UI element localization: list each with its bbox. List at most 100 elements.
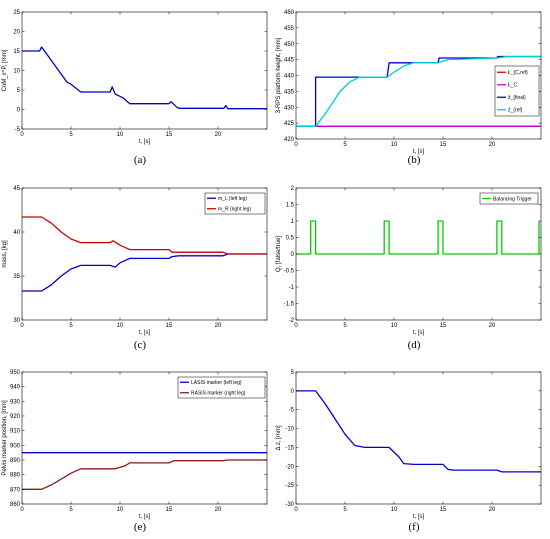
legend-d: Balancing Trigger: [479, 192, 539, 205]
y-tick-label: 900: [10, 443, 21, 449]
y-tick-label: -5: [15, 127, 21, 133]
legend-entry: RASIS marker (right leg): [191, 391, 246, 397]
x-tick-label: 15: [166, 507, 173, 513]
y-tick-label: -1: [289, 285, 295, 291]
panel-label-a: (a): [134, 154, 147, 166]
x-tick-label: 15: [440, 142, 447, 148]
legend-c: m_L (left leg) m_R (right leg): [204, 192, 266, 215]
x-axis-label: t, [s]: [139, 330, 151, 336]
legend-entry: m_R (right leg): [218, 207, 251, 213]
x-tick-label: 10: [117, 323, 124, 329]
legend-entry: m_L (left leg): [218, 196, 247, 202]
y-tick-label: 425: [284, 121, 295, 127]
x-tick-label: 5: [343, 507, 347, 513]
x-tick-label: 5: [69, 132, 73, 138]
y-tick-label: 950: [10, 370, 21, 376]
y-tick-label: 450: [284, 42, 295, 48]
y-axis-label: Q, [false/true]: [276, 236, 282, 272]
x-tick-label: 0: [20, 323, 24, 329]
y-tick-label: -1.5: [284, 302, 295, 308]
series-line-c-0: [22, 253, 267, 292]
y-tick-label: 25: [13, 10, 20, 16]
chart-panel-f: 0 5 10 15 20 -30 -25 -20 -15 -10 -5 0 5 t, [s] Δ z, [m…: [276, 370, 542, 533]
series-line-b-3: [296, 55, 541, 127]
x-tick-label: 5: [343, 142, 347, 148]
y-axis-label: mass, [kg]: [2, 240, 8, 268]
x-tick-label: 15: [166, 323, 173, 329]
plot-frame-e: [21, 371, 268, 505]
chart-panel-e: 0 5 10 15 20 860 870 880 890 900 910 920 930 940 950 t,…: [2, 370, 268, 533]
x-tick-label: 5: [69, 323, 73, 329]
y-tick-label: 890: [10, 458, 21, 464]
x-tick-label: 15: [440, 323, 447, 329]
y-tick-label: 455: [284, 26, 295, 32]
legend-box: [494, 65, 540, 117]
x-axis-label: t, [s]: [139, 139, 151, 145]
x-axis-label: t, [s]: [413, 149, 425, 155]
x-tick-label: 20: [489, 507, 496, 513]
legend-box: [479, 192, 539, 205]
y-tick-label: 445: [284, 58, 295, 64]
y-tick-label: 1.5: [286, 203, 295, 209]
y-tick-label: -2: [289, 318, 295, 324]
y-axis-label: Δ z, [mm]: [276, 425, 282, 450]
y-tick-label: -15: [285, 445, 294, 451]
y-tick-label: 1: [291, 219, 295, 225]
y-tick-label: 10: [13, 69, 20, 75]
y-tick-label: 930: [10, 399, 21, 405]
y-tick-label: 910: [10, 429, 21, 435]
legend-entry: ẑ_{final}: [508, 95, 526, 101]
y-tick-label: 15: [13, 49, 20, 55]
y-tick-label: -5: [289, 408, 295, 414]
y-tick-label: 20: [13, 30, 20, 36]
x-tick-label: 10: [391, 323, 398, 329]
y-tick-label: 5: [17, 88, 21, 94]
y-tick-label: 860: [10, 502, 21, 508]
series-line-a-0: [22, 46, 267, 110]
legend-box: [204, 192, 266, 215]
x-tick-label: 20: [215, 323, 222, 329]
y-tick-label: 440: [284, 74, 295, 80]
legend-e: LASIS marker (left leg) RASIS marker (rig…: [177, 376, 266, 399]
x-tick-label: 0: [294, 323, 298, 329]
y-tick-label: -25: [285, 483, 294, 489]
x-tick-label: 5: [343, 323, 347, 329]
y-tick-label: 45: [13, 186, 20, 192]
series-line-f-0: [296, 390, 541, 473]
chart-panel-d: 0 5 10 15 20 -2 -1.5 -1 -0.5 0 0.5 1 1.5 2 t, [s] Q, [f…: [276, 186, 542, 351]
x-tick-label: 10: [117, 507, 124, 513]
legend-box: [177, 376, 266, 399]
x-tick-label: 10: [391, 507, 398, 513]
y-tick-label: 430: [284, 105, 295, 111]
y-tick-label: 0: [17, 108, 21, 114]
y-axis-label: 3-RPS platform height, [mm]: [276, 37, 282, 113]
y-tick-label: -0.5: [284, 269, 295, 275]
y-tick-label: -20: [285, 464, 294, 470]
y-tick-label: 435: [284, 89, 295, 95]
y-tick-label: -10: [285, 427, 294, 433]
y-tick-label: 870: [10, 487, 21, 493]
y-tick-label: 920: [10, 414, 21, 420]
legend-b: Ł_{C,ref} Ł_C ẑ_{final} ẑ_{ref}: [494, 65, 540, 117]
y-tick-label: 880: [10, 473, 21, 479]
y-tick-label: 35: [13, 274, 20, 280]
panel-label-c: (c): [134, 339, 147, 351]
y-tick-label: 0.5: [286, 236, 295, 242]
x-tick-label: 10: [391, 142, 398, 148]
legend-entry: ẑ_{ref}: [508, 108, 523, 114]
y-tick-label: 940: [10, 385, 21, 391]
x-tick-label: 0: [20, 507, 24, 513]
y-tick-label: 420: [284, 137, 295, 143]
chart-panel-c: 0 5 10 15 20 30 35 40 45 t, [s] mass, [kg] m_L (lef…: [2, 186, 268, 351]
plot-frame-c: [21, 187, 268, 321]
y-tick-label: 0: [291, 389, 295, 395]
x-tick-label: 10: [117, 132, 124, 138]
legend-entry: LASIS marker (left leg): [191, 380, 242, 386]
x-axis-label: t, [s]: [413, 514, 425, 520]
x-tick-label: 0: [294, 142, 298, 148]
panel-label-e: (e): [134, 521, 147, 533]
x-tick-label: 0: [20, 132, 24, 138]
x-tick-label: 0: [294, 507, 298, 513]
x-tick-label: 5: [69, 507, 73, 513]
